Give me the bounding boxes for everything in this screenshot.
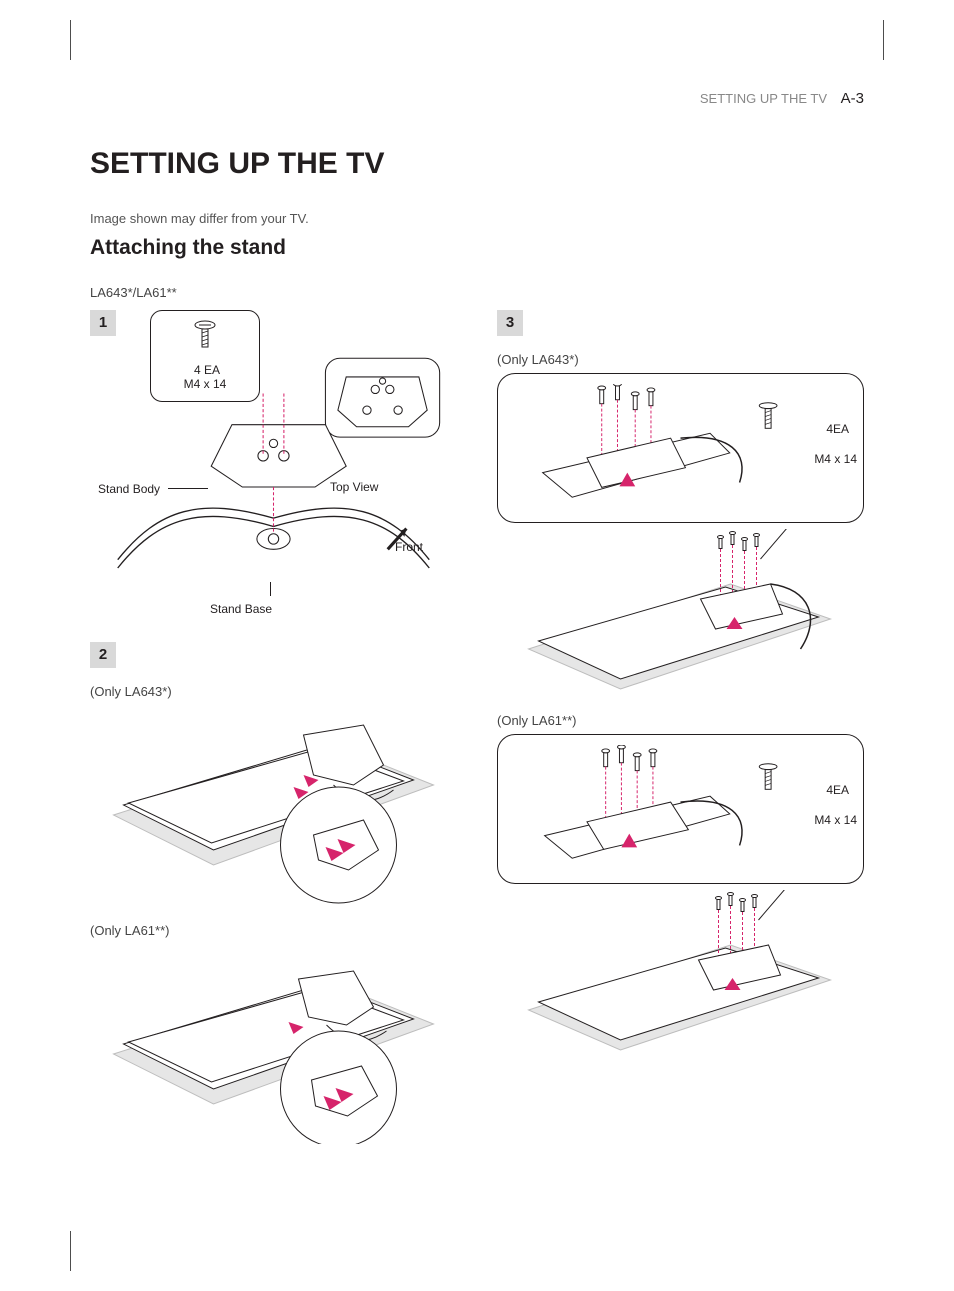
page-body: SETTING UP THE TV A-3 SETTING UP THE TV … xyxy=(90,80,864,1211)
screw-spec: M4 x 14 xyxy=(814,452,857,466)
leader-line xyxy=(168,488,208,489)
header-section: SETTING UP THE TV xyxy=(700,91,827,106)
tv-lay-svg-b xyxy=(90,944,457,1144)
label-stand-body: Stand Body xyxy=(98,482,160,496)
variant-caption: (Only LA643*) xyxy=(497,352,864,367)
page-number: A-3 xyxy=(841,90,864,107)
screw-spec: M4 x 14 xyxy=(814,813,857,827)
screw-insert-svg-b xyxy=(508,745,853,873)
step-1: 1 4 EA M4 x 14 xyxy=(90,310,457,622)
step-number: 2 xyxy=(90,642,116,668)
two-column-layout: 1 4 EA M4 x 14 xyxy=(90,310,864,1144)
step-number: 3 xyxy=(497,310,523,336)
label-stand-base: Stand Base xyxy=(210,602,272,616)
label-top-view: Top View xyxy=(330,480,378,494)
step3-iso-a xyxy=(497,529,864,699)
page-title: SETTING UP THE TV xyxy=(90,147,864,181)
right-column: 3 (Only LA643*) xyxy=(497,310,864,1144)
running-header: SETTING UP THE TV A-3 xyxy=(90,90,864,107)
stand-assembly-diagram: Stand Body Top View Front Stand Base xyxy=(90,352,457,622)
crop-mark xyxy=(70,1231,71,1271)
variant-caption: (Only LA61**) xyxy=(90,923,457,938)
crop-mark xyxy=(883,20,884,60)
step-2: 2 (Only LA643*) xyxy=(90,642,457,1144)
crop-mark xyxy=(70,20,71,60)
step2-diagram-b xyxy=(90,944,457,1144)
step3-box-b: 4EA M4 x 14 xyxy=(497,734,864,884)
iso-svg xyxy=(497,529,864,699)
step3-iso-b xyxy=(497,890,864,1060)
step-3: 3 (Only LA643*) xyxy=(497,310,864,1060)
left-column: 1 4 EA M4 x 14 xyxy=(90,310,457,1144)
tv-lay-svg xyxy=(90,705,457,905)
label-front: Front xyxy=(395,540,423,554)
screw-icon xyxy=(191,319,219,353)
iso-svg-b xyxy=(497,890,864,1060)
screw-qty: 4EA xyxy=(826,422,849,436)
disclaimer-text: Image shown may differ from your TV. xyxy=(90,211,864,226)
step-number: 1 xyxy=(90,310,116,336)
leader-line xyxy=(270,582,271,596)
variant-caption: (Only LA643*) xyxy=(90,684,457,699)
model-line: LA643*/LA61** xyxy=(90,285,864,300)
section-subtitle: Attaching the stand xyxy=(90,236,864,260)
screw-insert-svg xyxy=(508,384,853,512)
step3-box-a: 4EA M4 x 14 xyxy=(497,373,864,523)
variant-caption: (Only LA61**) xyxy=(497,713,864,728)
step2-diagram-a xyxy=(90,705,457,905)
screw-qty: 4EA xyxy=(826,783,849,797)
